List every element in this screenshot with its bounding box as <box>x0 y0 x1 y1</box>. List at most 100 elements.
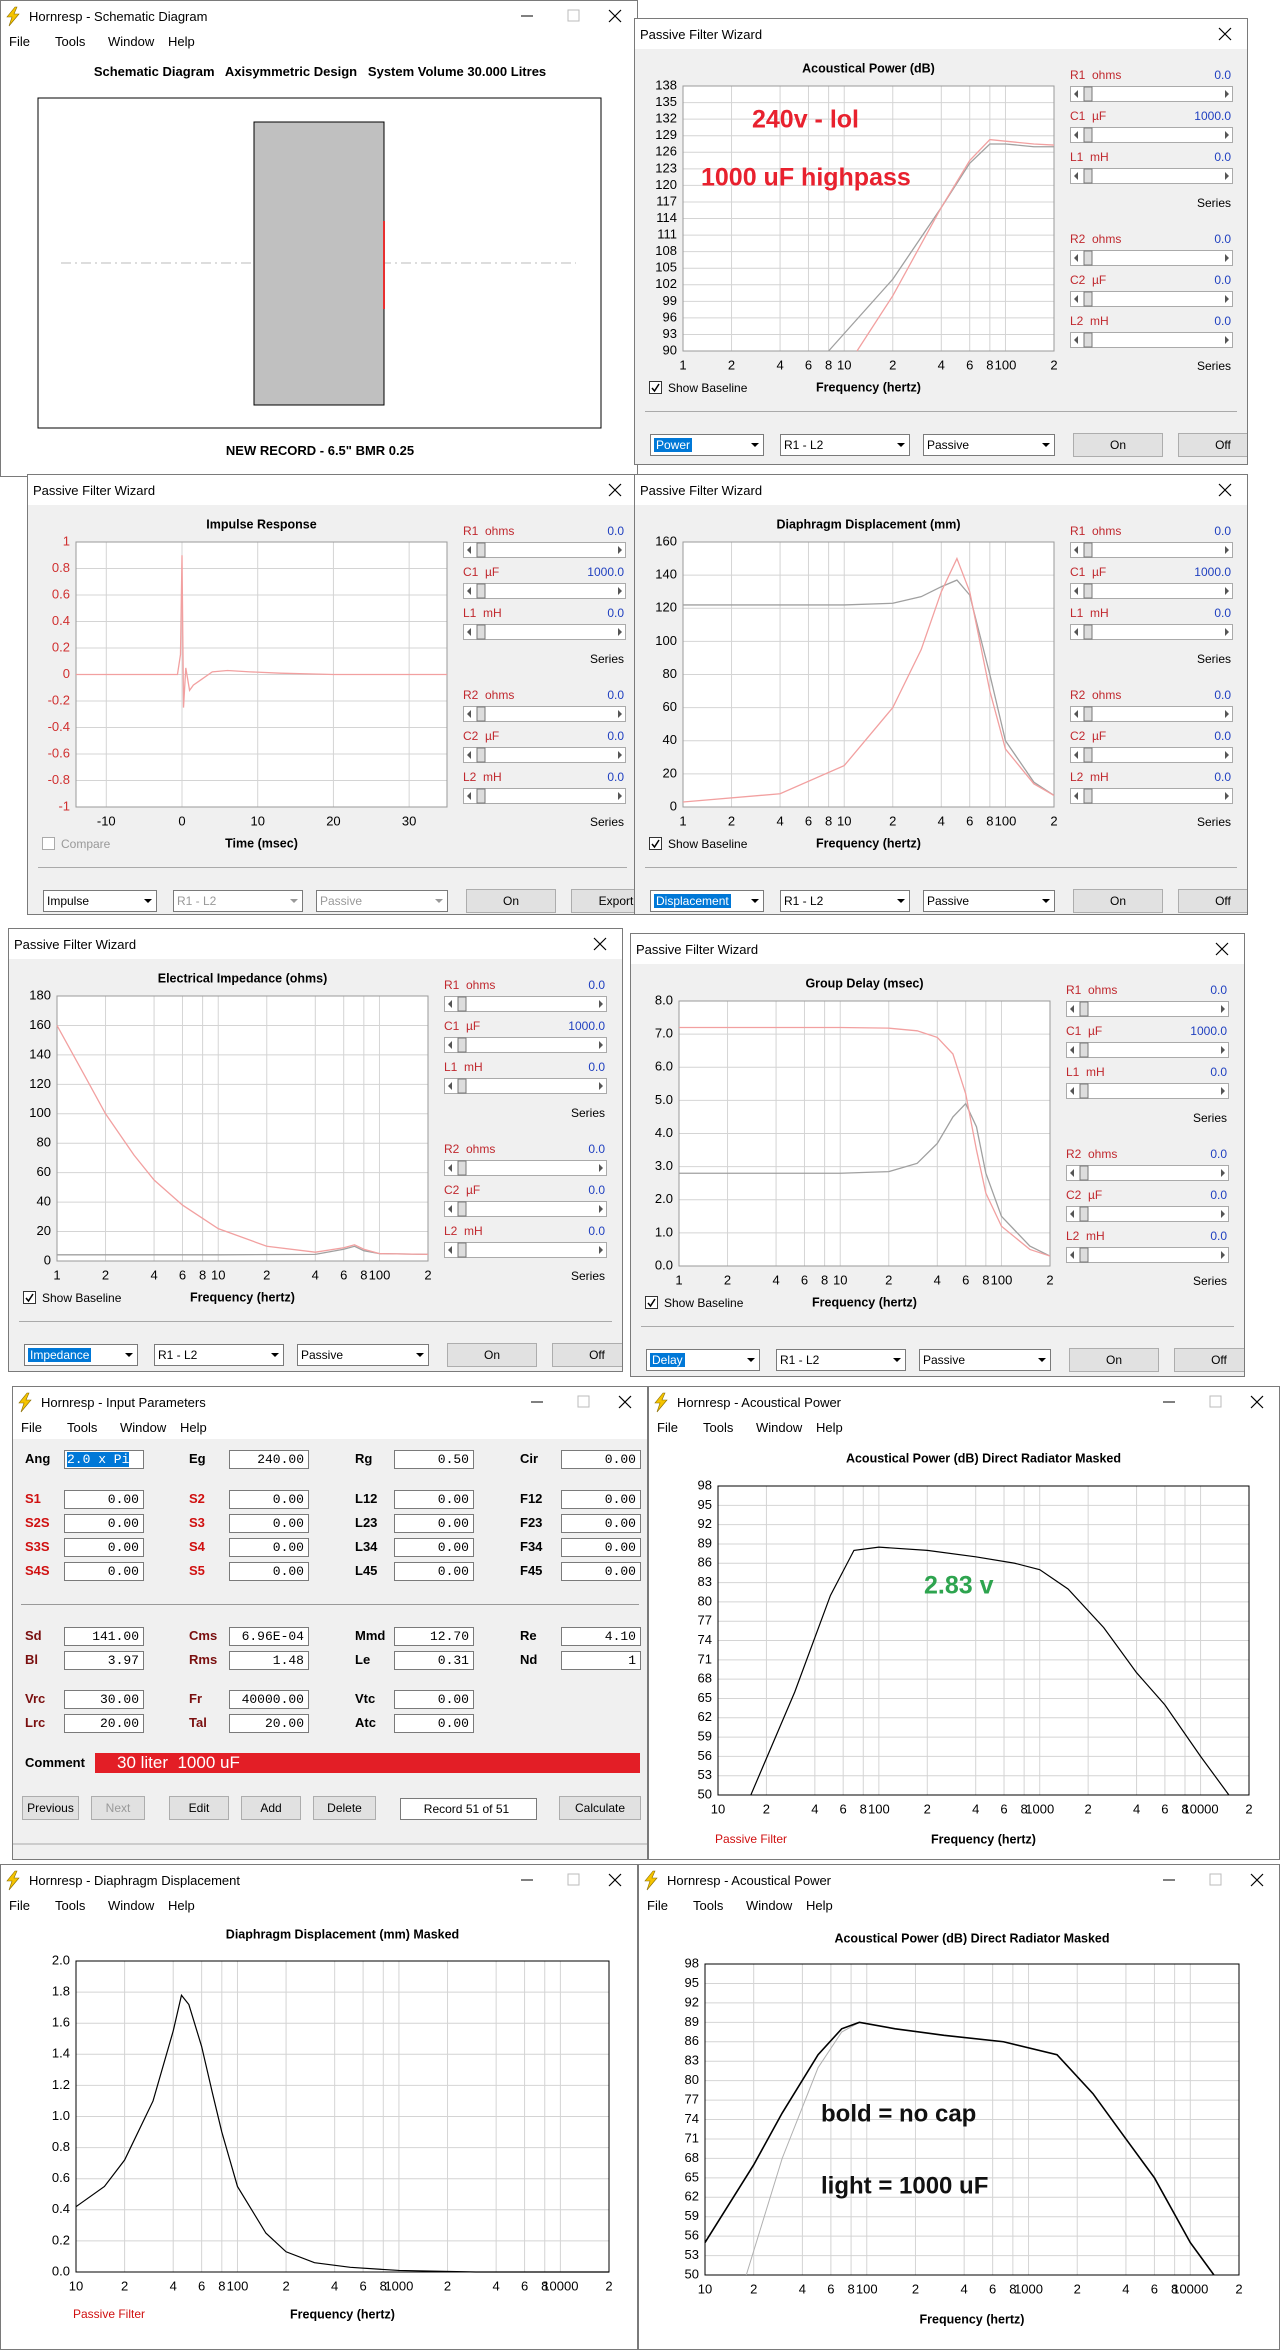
button[interactable]: Off <box>1178 433 1247 457</box>
dropdown[interactable]: Displacement <box>650 890 764 912</box>
parameter-field[interactable]: 0.00 <box>229 1562 309 1581</box>
button[interactable]: On <box>1073 433 1163 457</box>
menu-item[interactable]: Window <box>120 1420 167 1435</box>
parameter-field[interactable]: 30.00 <box>64 1690 144 1709</box>
menu-item[interactable]: File <box>21 1420 42 1435</box>
parameter-field[interactable]: 12.70 <box>394 1627 474 1646</box>
parameter-field[interactable]: 3.97 <box>64 1651 144 1670</box>
menu-item[interactable]: Tools <box>55 1898 86 1913</box>
parameter-field[interactable]: 0.00 <box>561 1538 641 1557</box>
slider[interactable] <box>444 1078 607 1094</box>
slider[interactable] <box>1070 250 1233 266</box>
slider[interactable] <box>1070 747 1233 763</box>
dropdown[interactable]: Passive <box>316 890 448 912</box>
menu-item[interactable]: File <box>647 1898 668 1913</box>
checkbox[interactable]: Show Baseline <box>649 381 747 395</box>
slider[interactable] <box>463 624 626 640</box>
comment-field[interactable]: 30 liter 1000 uF <box>95 1753 640 1773</box>
slider[interactable] <box>444 1037 607 1053</box>
menu-item[interactable]: File <box>9 1898 30 1913</box>
menu-item[interactable]: Tools <box>67 1420 98 1435</box>
maximize-button[interactable] <box>1209 1873 1222 1886</box>
dropdown[interactable]: R1 - L2 <box>776 1349 906 1371</box>
dropdown[interactable]: Power <box>650 434 764 456</box>
slider[interactable] <box>444 1201 607 1217</box>
menu-item[interactable]: Window <box>108 1898 155 1913</box>
slider[interactable] <box>463 706 626 722</box>
slider[interactable] <box>1066 1083 1229 1099</box>
parameter-field[interactable]: 0.00 <box>394 1538 474 1557</box>
dropdown[interactable]: Passive <box>923 890 1055 912</box>
button[interactable]: Off <box>1174 1348 1244 1372</box>
parameter-field[interactable]: 0.00 <box>64 1514 144 1533</box>
parameter-field[interactable]: 20.00 <box>64 1714 144 1733</box>
slider[interactable] <box>463 747 626 763</box>
slider[interactable] <box>1066 1247 1229 1263</box>
slider[interactable] <box>1066 1042 1229 1058</box>
maximize-button[interactable] <box>567 9 580 22</box>
parameter-field[interactable]: 0.00 <box>394 1690 474 1709</box>
close-button[interactable] <box>618 1395 632 1409</box>
slider[interactable] <box>1070 127 1233 143</box>
slider[interactable] <box>1070 542 1233 558</box>
parameter-field[interactable]: 1 <box>561 1651 641 1670</box>
slider[interactable] <box>1066 1206 1229 1222</box>
parameter-field[interactable]: 0.00 <box>394 1562 474 1581</box>
parameter-field[interactable]: 2.0 x Pi <box>64 1450 144 1469</box>
checkbox[interactable]: Compare <box>42 837 110 851</box>
parameter-field[interactable]: 0.00 <box>394 1490 474 1509</box>
slider[interactable] <box>1070 168 1233 184</box>
dropdown[interactable]: Impedance <box>24 1344 138 1366</box>
parameter-field[interactable]: 0.00 <box>64 1562 144 1581</box>
close-button[interactable] <box>1250 1873 1264 1887</box>
parameter-field[interactable]: 0.00 <box>229 1538 309 1557</box>
parameter-field[interactable]: 240.00 <box>229 1450 309 1469</box>
slider[interactable] <box>1070 86 1233 102</box>
menu-item[interactable]: Help <box>806 1898 833 1913</box>
button[interactable]: Next <box>91 1796 145 1820</box>
menu-item[interactable]: Window <box>746 1898 793 1913</box>
button[interactable]: Export <box>571 889 637 913</box>
parameter-field[interactable]: 20.00 <box>229 1714 309 1733</box>
slider[interactable] <box>444 1160 607 1176</box>
menu-item[interactable]: Tools <box>55 34 86 49</box>
slider[interactable] <box>463 542 626 558</box>
slider[interactable] <box>1070 332 1233 348</box>
parameter-field[interactable]: 0.00 <box>64 1490 144 1509</box>
slider[interactable] <box>1066 1001 1229 1017</box>
menu-item[interactable]: Help <box>168 34 195 49</box>
slider[interactable] <box>444 996 607 1012</box>
button[interactable]: Off <box>552 1343 622 1367</box>
parameter-field[interactable]: 1.48 <box>229 1651 309 1670</box>
menu-item[interactable]: File <box>657 1420 678 1435</box>
button[interactable]: Delete <box>313 1796 376 1820</box>
slider[interactable] <box>463 583 626 599</box>
maximize-button[interactable] <box>567 1873 580 1886</box>
close-button[interactable] <box>608 9 622 23</box>
parameter-field[interactable]: 40000.00 <box>229 1690 309 1709</box>
slider[interactable] <box>463 788 626 804</box>
parameter-field[interactable]: 6.96E-04 <box>229 1627 309 1646</box>
button[interactable]: On <box>1073 889 1163 913</box>
slider[interactable] <box>1070 624 1233 640</box>
parameter-field[interactable]: 0.00 <box>394 1514 474 1533</box>
slider[interactable] <box>1070 788 1233 804</box>
close-button[interactable] <box>1215 942 1229 956</box>
menu-item[interactable]: Tools <box>693 1898 724 1913</box>
parameter-field[interactable]: 0.00 <box>561 1514 641 1533</box>
slider[interactable] <box>1070 291 1233 307</box>
close-button[interactable] <box>1250 1395 1264 1409</box>
button[interactable]: On <box>1069 1348 1159 1372</box>
slider[interactable] <box>1066 1165 1229 1181</box>
close-button[interactable] <box>608 1873 622 1887</box>
parameter-field[interactable]: 0.50 <box>394 1450 474 1469</box>
parameter-field[interactable]: 0.00 <box>561 1562 641 1581</box>
close-button[interactable] <box>1218 483 1232 497</box>
button[interactable]: Add <box>241 1796 301 1820</box>
button[interactable]: Previous <box>22 1796 79 1820</box>
maximize-button[interactable] <box>1209 1395 1222 1408</box>
dropdown[interactable]: Impulse <box>43 890 157 912</box>
slider[interactable] <box>1070 583 1233 599</box>
button[interactable]: On <box>447 1343 537 1367</box>
parameter-field[interactable]: 0.31 <box>394 1651 474 1670</box>
